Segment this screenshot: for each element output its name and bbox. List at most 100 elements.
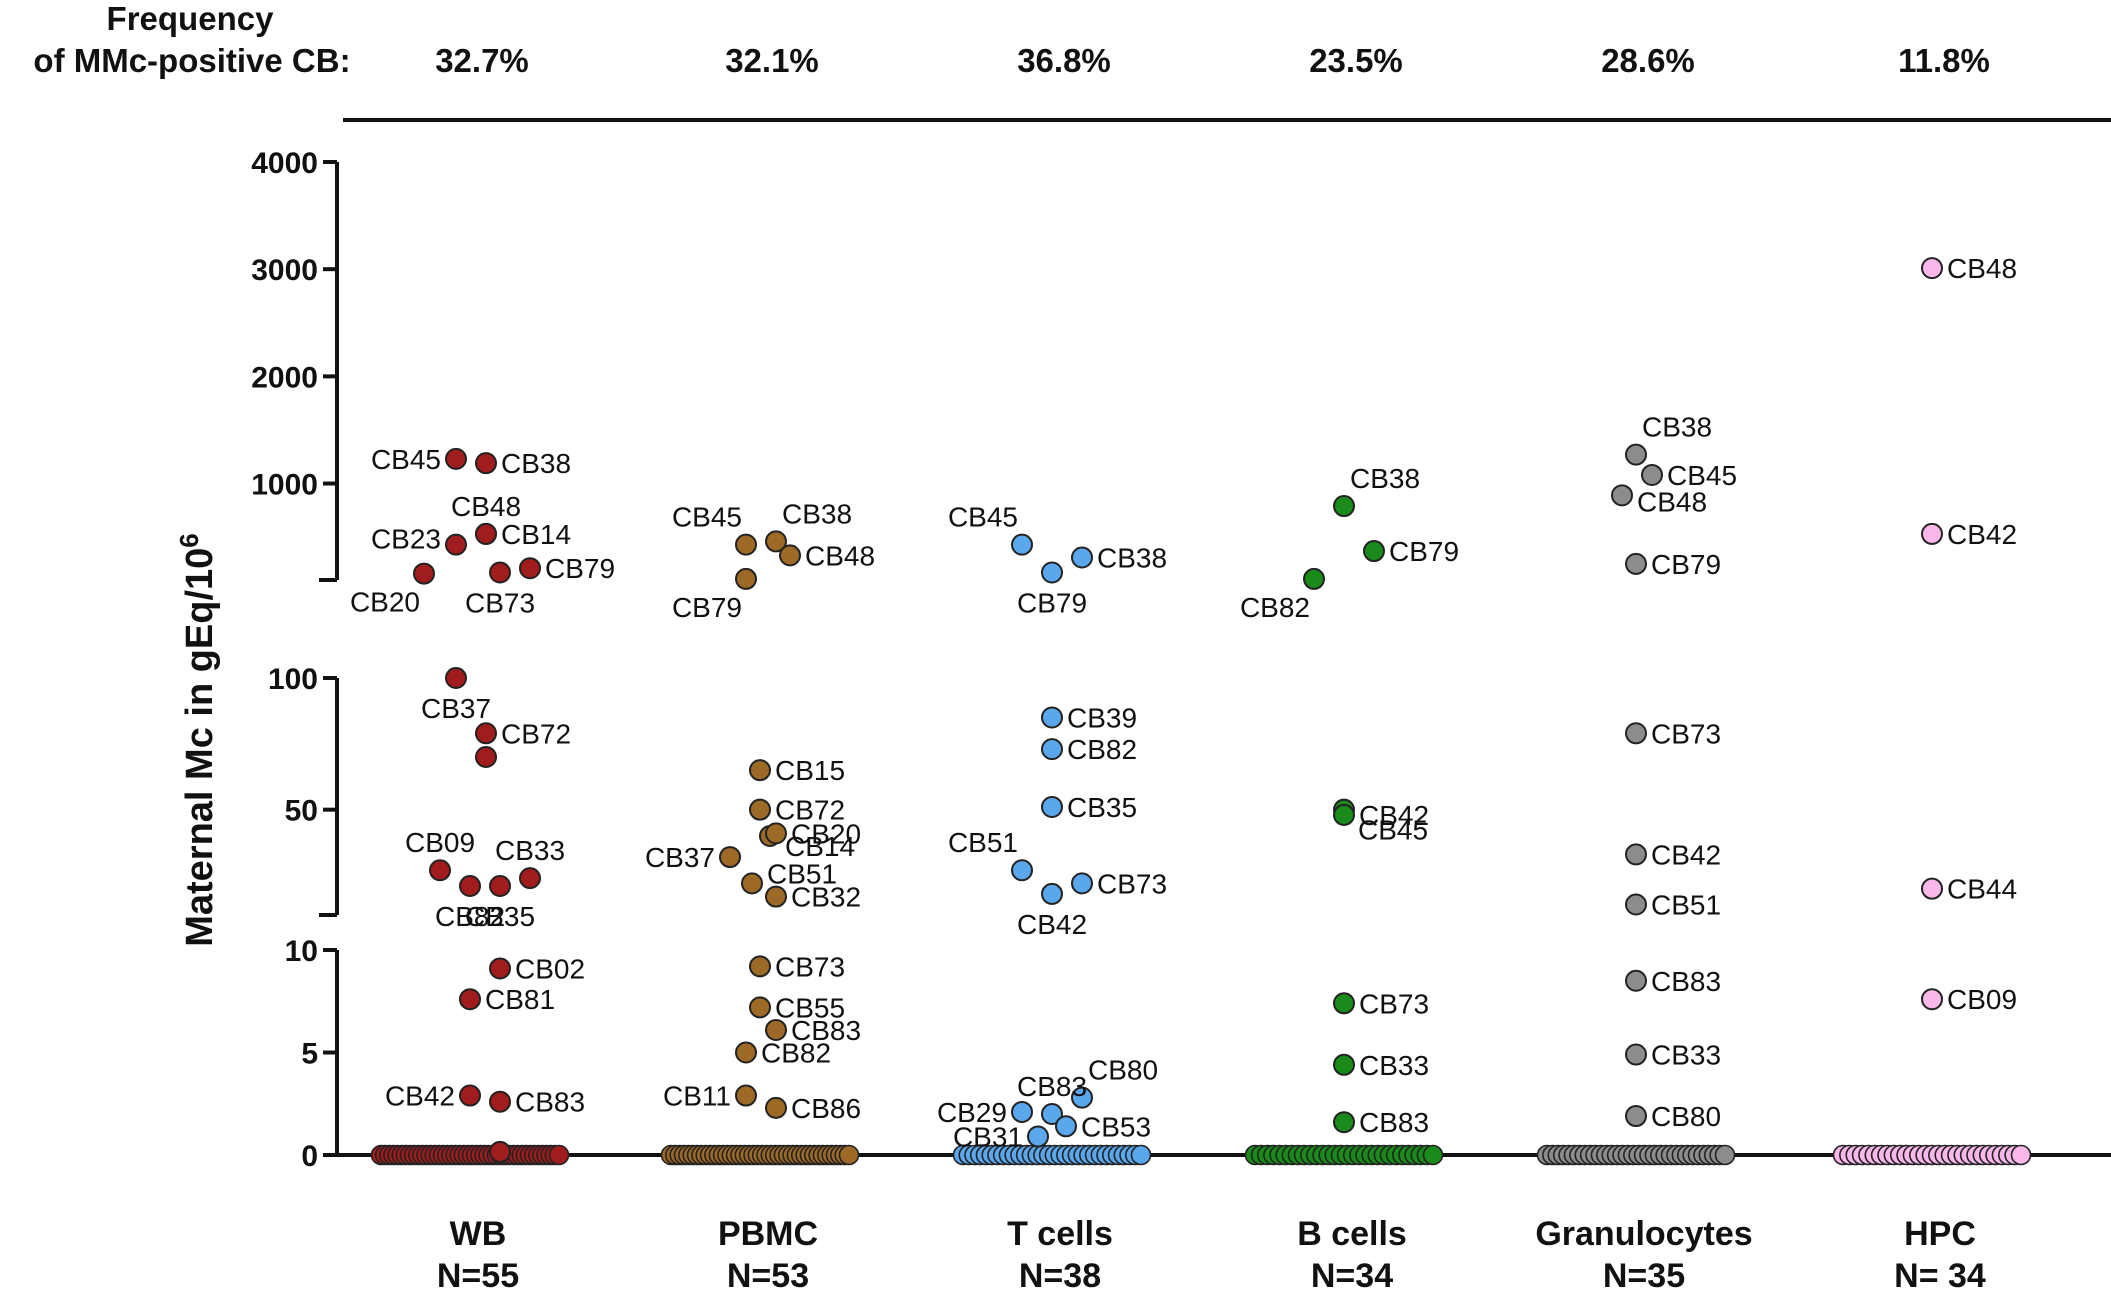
data-point xyxy=(735,1084,757,1107)
point-label: CB79 xyxy=(1651,549,1721,580)
point-label: CB09 xyxy=(405,827,475,858)
point-label: CB29 xyxy=(937,1097,1007,1128)
point-label: CB45 xyxy=(1358,815,1428,846)
data-point xyxy=(459,875,481,898)
data-point xyxy=(1921,257,1943,280)
data-point xyxy=(749,798,771,821)
zero-point xyxy=(1130,1144,1152,1166)
frequency-header-line1: Frequency xyxy=(107,0,275,37)
point-label: CB73 xyxy=(1097,868,1167,899)
point-label: CB42 xyxy=(1017,909,1087,940)
data-point xyxy=(1625,969,1647,992)
data-point xyxy=(1625,1105,1647,1128)
point-label: CB15 xyxy=(775,755,845,786)
point-label: CB73 xyxy=(465,587,535,618)
point-labels: CB45 CB38CB48CB14CB23CB79CB73CB20CB37CB72… xyxy=(350,253,2017,1152)
data-point xyxy=(475,746,497,768)
point-label: CB79 xyxy=(545,553,615,584)
point-label: CB37 xyxy=(421,693,491,724)
point-label: CB38 xyxy=(782,498,852,529)
point-label: CB73 xyxy=(1651,718,1721,749)
y-tick-label: 2000 xyxy=(251,361,318,394)
frequency-value: 36.8% xyxy=(1017,42,1111,79)
point-label: CB48 xyxy=(451,491,521,522)
data-point xyxy=(735,567,757,590)
y-tick-label: 4000 xyxy=(251,147,318,180)
point-label: CB79 xyxy=(1017,587,1087,618)
point-label: CB45 xyxy=(672,502,742,533)
point-label: CB55 xyxy=(775,992,845,1023)
data-point xyxy=(1011,859,1033,882)
point-label: CB42 xyxy=(1947,519,2017,550)
point-label: CB53 xyxy=(1081,1111,1151,1142)
data-point xyxy=(1333,803,1355,826)
y-axis-label-text: Maternal Mc in gEq/10 xyxy=(179,548,221,947)
point-label: CB72 xyxy=(501,718,571,749)
data-point xyxy=(735,1041,757,1064)
data-point xyxy=(1625,722,1647,745)
point-label: CB38 xyxy=(1642,412,1712,443)
y-axis-label: Maternal Mc in gEq/106 xyxy=(174,533,221,947)
data-point xyxy=(413,562,435,585)
point-label: CB83 xyxy=(1651,966,1721,997)
data-point xyxy=(1641,463,1663,486)
data-point xyxy=(779,544,801,567)
category-n: N=53 xyxy=(727,1257,809,1295)
category-n: N= 34 xyxy=(1894,1257,1986,1295)
point-label: CB51 xyxy=(948,827,1018,858)
zero-point xyxy=(1714,1144,1736,1166)
point-label: CB73 xyxy=(1359,988,1429,1019)
point-label: CB45 xyxy=(1667,460,1737,491)
point-label: CB80 xyxy=(1088,1055,1158,1086)
category-name: HPC xyxy=(1904,1215,1976,1253)
category-name: T cells xyxy=(1007,1215,1113,1253)
data-point xyxy=(1611,484,1633,507)
category-n: N=35 xyxy=(1603,1257,1685,1295)
category-n: N=38 xyxy=(1019,1257,1101,1295)
data-point xyxy=(735,533,757,556)
point-label: CB83 xyxy=(515,1087,585,1118)
point-label: CB83 xyxy=(1359,1107,1429,1138)
category-name: B cells xyxy=(1297,1215,1407,1253)
data-point xyxy=(765,530,787,553)
data-point xyxy=(489,875,511,898)
x-axis-categories: WB N=55 PBMC N=53 T cells N=38 B cells N=34 Gran… xyxy=(437,1215,1986,1295)
point-label: CB35 xyxy=(465,901,535,932)
data-point xyxy=(1625,893,1647,916)
data-point xyxy=(519,867,541,890)
point-label: CB20 xyxy=(791,818,861,849)
frequency-value: 32.1% xyxy=(725,42,819,79)
data-point xyxy=(1333,992,1355,1015)
y-tick-label: 50 xyxy=(285,795,318,828)
data-point xyxy=(1041,796,1063,819)
point-label: CB48 xyxy=(1637,486,1707,517)
data-point xyxy=(1333,1111,1355,1134)
data-point xyxy=(1041,882,1063,905)
point-label: CB31 xyxy=(953,1122,1023,1153)
data-point xyxy=(1625,1043,1647,1066)
data-point xyxy=(1333,495,1355,518)
point-label: CB14 xyxy=(501,519,571,550)
point-label: CB23 xyxy=(371,524,441,555)
data-point xyxy=(1041,738,1063,761)
point-label: CB82 xyxy=(1067,734,1137,765)
data-points xyxy=(413,257,1943,1163)
y-tick-label: 1000 xyxy=(251,469,318,502)
data-point xyxy=(445,533,467,556)
point-label: CB33 xyxy=(495,835,565,866)
point-label: CB02 xyxy=(515,953,585,984)
point-label: CB80 xyxy=(1651,1101,1721,1132)
point-label: CB35 xyxy=(1067,792,1137,823)
data-point xyxy=(475,522,497,545)
category-name: WB xyxy=(450,1215,507,1253)
data-point xyxy=(429,859,451,882)
y-axis-label-superscript: 6 xyxy=(174,533,204,547)
data-point xyxy=(1333,1053,1355,1076)
category-n: N=55 xyxy=(437,1257,519,1295)
zero-clusters xyxy=(370,1144,2032,1166)
point-label: CB39 xyxy=(1067,703,1137,734)
point-label: CB82 xyxy=(761,1038,831,1069)
data-point xyxy=(475,452,497,475)
y-tick-label: 0 xyxy=(301,1140,318,1173)
frequency-values: 32.7% 32.1% 36.8% 23.5% 28.6% 11.8% xyxy=(435,42,1990,79)
